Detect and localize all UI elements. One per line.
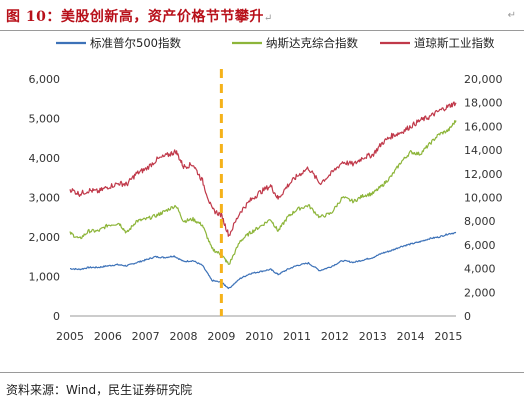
x-tick-label: 2009	[207, 330, 235, 343]
right-tick-label: 12,000	[464, 168, 503, 181]
figure-title-text: 图 10：美股创新高，资产价格节节攀升	[6, 9, 264, 25]
legend: 标准普尔500指数 纳斯达克综合指数 道琼斯工业指数	[56, 36, 495, 50]
right-tick-label: 10,000	[464, 192, 503, 205]
x-tick-label: 2005	[56, 330, 84, 343]
x-tick-label: 2014	[397, 330, 425, 343]
legend-label-1: 标准普尔500指数	[90, 36, 181, 50]
x-tick-label: 2012	[321, 330, 349, 343]
x-tick-label: 2007	[132, 330, 160, 343]
axes: 2005 2006 2007 2008 2009 2010 2011 2012 2013 2014…	[29, 73, 503, 343]
legend-label-2: 纳斯达克综合指数	[266, 36, 358, 50]
x-tick-label: 2015	[434, 330, 462, 343]
left-tick-label: 5,000	[29, 113, 61, 126]
chart: 标准普尔500指数 纳斯达克综合指数 道琼斯工业指数 2005 2006 2007 200…	[29, 36, 503, 343]
right-tick-label: 2,000	[464, 286, 496, 299]
x-tick-label: 2008	[170, 330, 198, 343]
return-mark: ↵	[263, 13, 273, 24]
right-tick-label: 8,000	[464, 215, 496, 228]
legend-label-3: 道琼斯工业指数	[414, 36, 495, 50]
source-bar: 资料来源：Wind，民生证券研究院	[0, 372, 524, 403]
series-line-2	[69, 120, 457, 265]
x-tick-label: 2006	[94, 330, 122, 343]
return-mark-right: ↵	[507, 10, 516, 21]
title-bar: 图 10：美股创新高，资产价格节节攀升↵ ↵	[0, 0, 524, 31]
right-tick-label: 18,000	[464, 97, 503, 110]
right-tick-label: 6,000	[464, 239, 496, 252]
left-tick-label: 2,000	[29, 231, 61, 244]
right-tick-label: 14,000	[464, 144, 503, 157]
right-tick-label: 16,000	[464, 120, 503, 133]
left-tick-label: 6,000	[29, 73, 61, 86]
left-tick-label: 3,000	[29, 192, 61, 205]
x-tick-label: 2013	[359, 330, 387, 343]
left-tick-label: 1,000	[29, 271, 61, 284]
right-tick-label: 4,000	[464, 263, 496, 276]
series-layer	[69, 101, 457, 290]
left-tick-label: 0	[53, 310, 60, 323]
source-note: 资料来源：Wind，民生证券研究院	[6, 383, 193, 397]
x-tick-label: 2011	[283, 330, 311, 343]
right-tick-label: 20,000	[464, 73, 503, 86]
series-line-3	[69, 101, 457, 237]
series-line-1	[70, 231, 457, 290]
left-tick-label: 4,000	[29, 152, 61, 165]
figure-title: 图 10：美股创新高，资产价格节节攀升↵	[6, 6, 273, 26]
x-tick-label: 2010	[245, 330, 273, 343]
right-tick-label: 0	[464, 310, 471, 323]
